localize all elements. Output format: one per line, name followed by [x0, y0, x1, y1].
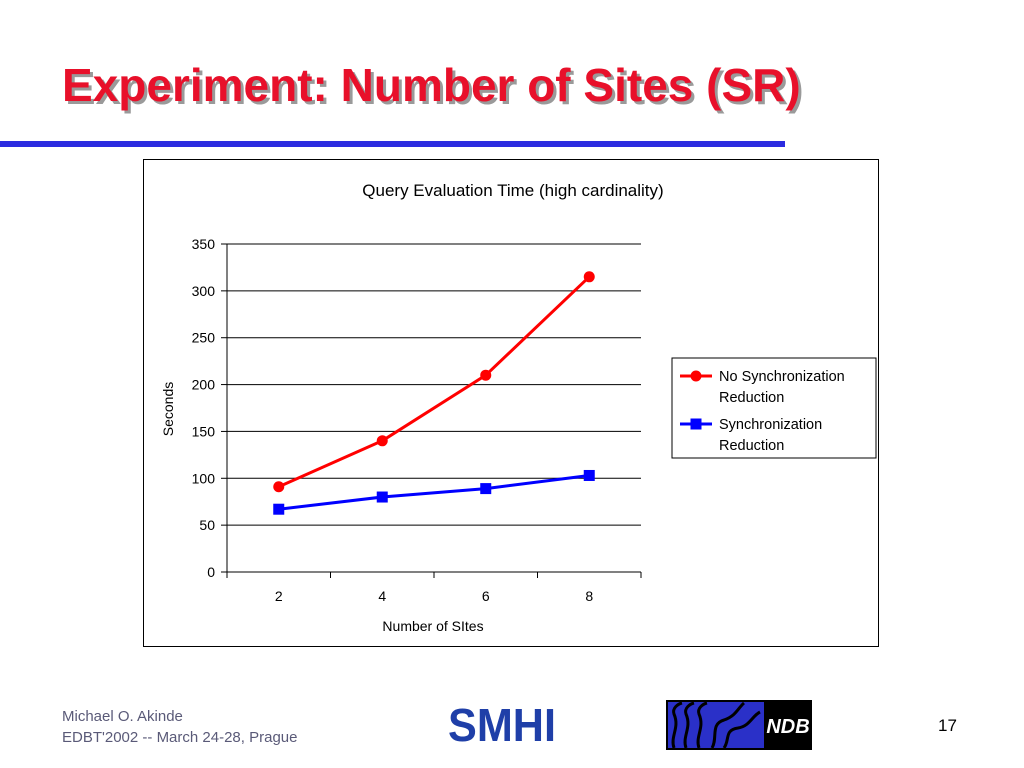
- series-1-point: [376, 435, 388, 447]
- smhi-logo-text: SMHI: [448, 703, 556, 747]
- chart-frame: Query Evaluation Time (high cardinality)…: [143, 159, 879, 647]
- y-tick-label: 350: [192, 236, 216, 252]
- legend: No Synchronization ReductionSynchronizati…: [671, 357, 877, 459]
- legend-box: [671, 357, 877, 459]
- series-2-point: [376, 491, 388, 503]
- legend-label: Synchronization Reduction: [719, 417, 822, 454]
- legend-label-line: Synchronization: [719, 417, 822, 433]
- y-tick-label: 0: [207, 564, 215, 580]
- x-tick-label: 8: [585, 588, 593, 604]
- y-tick-label: 50: [199, 517, 215, 533]
- y-tick-label: 250: [192, 330, 216, 346]
- footer-event: EDBT'2002 -- March 24-28, Prague: [62, 729, 298, 746]
- plot-area: 0 50 100 150 200 250 300 350 2 4 6 8: [192, 236, 642, 604]
- series-2-point: [583, 469, 595, 481]
- series-line-1: [278, 275, 591, 489]
- line-chart: Query Evaluation Time (high cardinality)…: [160, 181, 877, 634]
- ndb-logo: NDB: [666, 700, 812, 750]
- footer-text: Michael O. Akinde EDBT'2002 -- March 24-…: [62, 706, 297, 748]
- legend-swatch-marker: [690, 418, 702, 430]
- legend-label: No Synchronization Reduction: [719, 369, 845, 406]
- y-tick-label: 100: [192, 470, 216, 486]
- smhi-logo: SMHI: [448, 703, 556, 747]
- y-tick-label: 200: [192, 377, 216, 393]
- y-axis-label: Seconds: [160, 382, 176, 436]
- legend-label-line: No Synchronization: [719, 369, 845, 385]
- series-2-point: [480, 483, 492, 495]
- series-1-point: [273, 481, 285, 493]
- title-divider: [0, 141, 785, 147]
- series-2-point: [273, 503, 285, 515]
- series-line-2: [278, 473, 590, 511]
- chart-title: Query Evaluation Time (high cardinality): [362, 181, 663, 200]
- x-tick-label: 4: [378, 588, 386, 604]
- series-1-point: [480, 369, 492, 381]
- series-1-point: [583, 271, 595, 283]
- footer-author: Michael O. Akinde: [62, 708, 183, 725]
- legend-label-line: Reduction: [719, 438, 784, 454]
- y-tick-label: 300: [192, 283, 216, 299]
- y-tick-label: 150: [192, 423, 216, 439]
- x-tick-label: 2: [275, 588, 283, 604]
- x-tick-label: 6: [482, 588, 490, 604]
- ndb-logo-text: NDB: [766, 716, 809, 738]
- legend-swatch-marker: [690, 370, 702, 382]
- slide-title: Experiment: Number of Sites (SR): [62, 59, 801, 111]
- legend-label-line: Reduction: [719, 390, 784, 406]
- page-number: 17: [938, 716, 957, 735]
- x-axis-label: Number of SItes: [382, 618, 483, 634]
